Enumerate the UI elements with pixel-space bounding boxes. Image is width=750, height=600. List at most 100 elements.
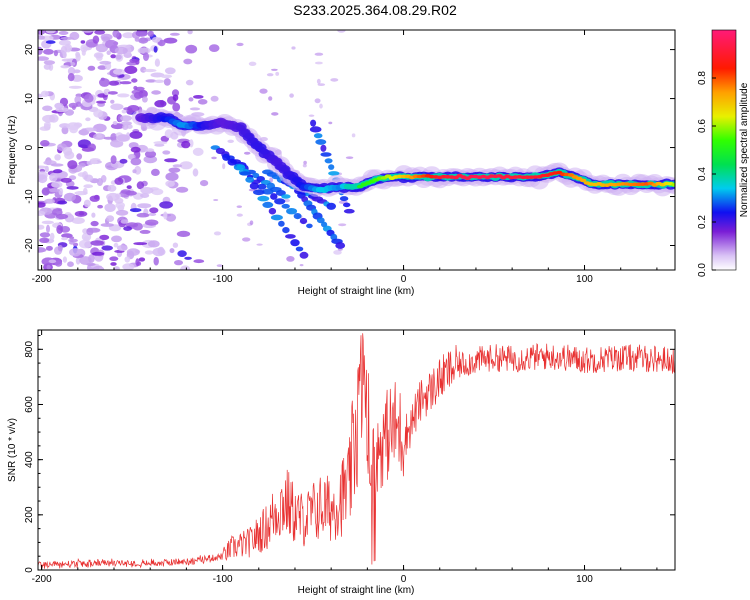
- spectrogram-streak: [282, 227, 290, 234]
- spectrogram-speckle: [46, 264, 51, 270]
- spectrogram-speckle: [129, 58, 138, 63]
- spectrogram-speckle: [169, 248, 175, 254]
- spectrogram-y-tick-label: 10: [24, 93, 35, 105]
- spectrogram-speckle: [333, 250, 342, 255]
- spectrogram-speckle: [179, 161, 193, 170]
- spectrogram-x-tick-label: -200: [32, 274, 52, 285]
- spectrogram-speckle: [112, 30, 120, 38]
- spectrogram-speckle: [216, 264, 223, 267]
- spectrogram-speckle: [58, 39, 71, 46]
- spectrogram-speckle: [193, 95, 204, 99]
- spectrogram-speckle: [51, 208, 63, 216]
- spectrogram-speckle: [210, 95, 219, 102]
- spectrogram-y-tick-label: -10: [24, 189, 35, 204]
- spectrogram-speckle: [211, 156, 217, 160]
- spectrogram-speckle: [116, 245, 128, 251]
- spectrogram-speckle: [112, 121, 118, 125]
- spectrogram-speckle: [143, 155, 158, 164]
- spectrogram-y-tick-label: 0: [24, 144, 35, 150]
- spectrogram-speckle: [109, 256, 119, 262]
- spectrogram-speckle: [120, 115, 132, 122]
- spectrogram-speckle: [289, 93, 294, 98]
- spectrogram-speckle: [268, 96, 273, 101]
- spectrogram-speckle: [213, 199, 219, 201]
- spectrogram-y-axis-label: Frequency (Hz): [7, 116, 18, 185]
- spectrogram-speckle: [227, 139, 234, 143]
- spectrogram-speckle: [154, 143, 165, 147]
- spectrogram-speckle: [125, 190, 137, 196]
- spectrogram-speckle: [70, 62, 76, 66]
- spectrogram-streak: [343, 202, 351, 208]
- colorbar-label: Normalized spectral amplitude: [739, 82, 750, 217]
- colorbar-ticks: 0.0 0.2 0.4 0.6 0.8: [697, 71, 716, 277]
- spectrogram-speckle: [90, 220, 99, 227]
- spectrogram-speckle: [133, 242, 148, 246]
- spectrogram-speckle: [351, 133, 356, 138]
- spectrogram-speckle: [283, 198, 290, 203]
- spectrogram-streak: [293, 213, 302, 220]
- spectrogram-speckle: [176, 230, 191, 237]
- spectrogram-speckle: [168, 167, 181, 173]
- spectrogram-speckle: [345, 156, 354, 159]
- spectrogram-speckle: [39, 232, 51, 238]
- spectrogram-streak: [262, 188, 274, 195]
- spectrogram-speckle: [49, 232, 55, 241]
- spectrogram-speckle: [110, 54, 116, 59]
- spectrogram-speckle: [164, 67, 176, 75]
- spectrogram-speckle: [100, 33, 113, 41]
- spectrogram-speckle: [110, 139, 124, 148]
- snr-y-axis-label: SNR (10 * v/v): [7, 418, 18, 482]
- spectrogram-speckle: [138, 257, 146, 262]
- spectrogram-ridge: [356, 184, 364, 189]
- spectrogram-speckle: [157, 246, 165, 256]
- spectrogram-speckle: [93, 52, 104, 59]
- spectrogram-speckle: [71, 217, 85, 225]
- spectrogram-speckle: [148, 212, 157, 216]
- spectrogram-speckle: [114, 177, 124, 185]
- spectrogram-speckle: [83, 199, 91, 208]
- spectrogram-speckle: [80, 40, 86, 44]
- spectrogram-speckle: [79, 256, 92, 265]
- spectrogram-streak: [328, 164, 335, 170]
- colorbar-gradient: [711, 29, 737, 271]
- spectrogram-speckle: [81, 30, 94, 33]
- snr-x-axis-label: Height of straight line (km): [298, 585, 415, 596]
- spectrogram-speckle: [43, 48, 54, 55]
- spectrogram-speckle: [77, 139, 91, 149]
- spectrogram-speckle: [68, 102, 79, 109]
- spectrogram-speckle: [208, 44, 220, 52]
- spectrogram-speckle: [61, 58, 73, 62]
- spectrogram-speckle: [189, 107, 201, 111]
- spectrogram-speckle: [114, 46, 128, 55]
- spectrogram-speckle: [76, 153, 83, 160]
- spectrogram-speckle: [67, 67, 76, 76]
- spectrogram-speckle: [188, 97, 194, 102]
- spectrogram-streak: [257, 195, 270, 202]
- spectrogram-speckle: [151, 36, 161, 43]
- spectrogram-speckle: [97, 65, 107, 70]
- spectrogram-speckle: [189, 139, 194, 148]
- spectrogram-speckle: [93, 109, 103, 118]
- spectrogram-speckle: [149, 207, 159, 214]
- spectrogram-streak: [309, 126, 322, 133]
- spectrogram-streak: [236, 164, 246, 170]
- spectrogram-speckle: [66, 186, 79, 190]
- spectrogram-speckle: [41, 220, 54, 225]
- spectrogram-speckle: [105, 39, 118, 49]
- spectrogram-streak: [227, 158, 237, 166]
- spectrogram-speckle: [115, 54, 122, 60]
- spectrogram-speckle: [145, 79, 157, 83]
- spectrogram-speckle: [169, 32, 180, 36]
- spectrogram-speckle: [38, 210, 46, 216]
- spectrogram-speckle: [115, 209, 129, 216]
- spectrogram-speckle: [99, 78, 110, 87]
- spectrogram-speckle: [337, 248, 343, 251]
- spectrogram-speckle: [134, 37, 140, 42]
- spectrogram-speckle: [123, 226, 132, 232]
- spectrogram-speckle: [163, 37, 178, 44]
- spectrogram-speckle: [107, 184, 117, 192]
- spectrogram-speckle: [39, 237, 50, 243]
- spectrogram-speckle: [192, 147, 204, 156]
- snr-series-line: [38, 333, 675, 569]
- spectrogram-speckle: [110, 99, 115, 104]
